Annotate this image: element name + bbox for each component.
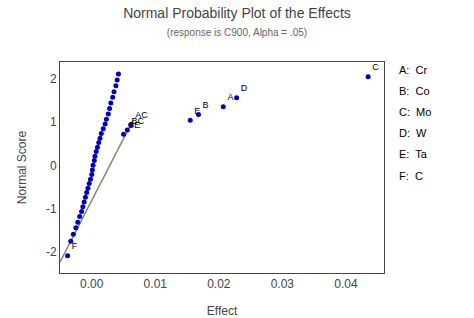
svg-text:D: D bbox=[241, 83, 248, 93]
svg-text:B: B bbox=[203, 100, 209, 110]
svg-text:F: C: F: C bbox=[399, 170, 423, 182]
svg-text:E: Ta: E: Ta bbox=[399, 148, 428, 160]
svg-text:F: F bbox=[72, 241, 78, 251]
svg-text:Effect: Effect bbox=[207, 304, 238, 318]
svg-text:-2: -2 bbox=[46, 245, 57, 259]
svg-text:0: 0 bbox=[50, 159, 57, 173]
svg-text:AC: AC bbox=[135, 110, 148, 120]
svg-text:E: E bbox=[194, 106, 200, 116]
svg-text:D: W: D: W bbox=[399, 127, 427, 139]
svg-text:Normal Probability Plot of the: Normal Probability Plot of the Effects(r… bbox=[123, 5, 351, 38]
svg-text:0.04: 0.04 bbox=[334, 277, 358, 291]
svg-text:0.01: 0.01 bbox=[144, 277, 168, 291]
svg-text:0.03: 0.03 bbox=[271, 277, 295, 291]
svg-text:C: Mo: C: Mo bbox=[399, 106, 431, 118]
svg-text:0.02: 0.02 bbox=[207, 277, 231, 291]
svg-text:B: Co: B: Co bbox=[399, 85, 430, 97]
svg-text:2: 2 bbox=[50, 72, 57, 86]
svg-text:Normal Score: Normal Score bbox=[15, 131, 29, 205]
svg-text:C: C bbox=[372, 62, 379, 72]
svg-text:-1: -1 bbox=[46, 202, 57, 216]
svg-text:1: 1 bbox=[50, 115, 57, 129]
svg-text:CE: CE bbox=[128, 120, 141, 130]
svg-text:BC: BC bbox=[131, 116, 144, 126]
svg-text:A: A bbox=[227, 92, 233, 102]
svg-text:0.00: 0.00 bbox=[80, 277, 104, 291]
svg-text:A: Cr: A: Cr bbox=[399, 64, 427, 76]
